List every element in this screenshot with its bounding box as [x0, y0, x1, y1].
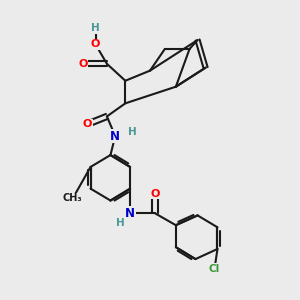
Text: H: H — [116, 218, 125, 228]
Text: O: O — [150, 189, 160, 199]
Text: CH₃: CH₃ — [63, 194, 83, 203]
Text: H: H — [91, 23, 100, 33]
Text: H: H — [128, 127, 136, 137]
Text: N: N — [125, 207, 135, 220]
Text: O: O — [83, 119, 92, 129]
Text: O: O — [91, 40, 100, 50]
Text: N: N — [110, 130, 120, 142]
Text: O: O — [78, 59, 88, 69]
Text: Cl: Cl — [209, 264, 220, 274]
